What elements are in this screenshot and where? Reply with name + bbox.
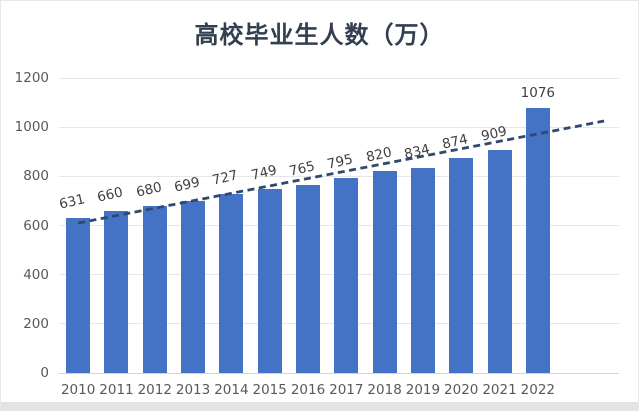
gridline-0 xyxy=(59,372,619,374)
bar-2019 xyxy=(410,167,435,373)
chart-title: 高校毕业生人数（万） xyxy=(194,21,445,49)
bar-2015 xyxy=(257,188,282,373)
bar-2022 xyxy=(525,108,550,373)
x-axis-tick-2016: 2016 xyxy=(290,382,326,398)
y-axis-tick-200: 200 xyxy=(23,315,49,332)
bar-2016 xyxy=(296,184,320,373)
y-axis-tick-400: 400 xyxy=(23,266,49,283)
bar-2013 xyxy=(181,201,206,373)
bar-2021 xyxy=(487,149,512,373)
x-axis-tick-2022: 2022 xyxy=(520,382,556,398)
x-axis-tick-2014: 2014 xyxy=(214,382,249,398)
y-axis-tick-0: 0 xyxy=(40,365,49,381)
x-axis-tick-2010: 2010 xyxy=(60,382,96,398)
x-axis-tick-2011: 2011 xyxy=(99,382,134,398)
bar-2014 xyxy=(219,194,244,373)
y-axis-tick-1200: 1200 xyxy=(14,70,49,86)
x-axis-tick-2017: 2017 xyxy=(329,382,364,398)
x-axis-tick-2019: 2019 xyxy=(405,382,441,398)
x-axis-tick-2021: 2021 xyxy=(482,382,517,398)
gridline-800 xyxy=(59,175,619,177)
x-axis-tick-2015: 2015 xyxy=(252,382,287,398)
y-axis-tick-800: 800 xyxy=(23,168,49,185)
y-axis-tick-600: 600 xyxy=(23,217,49,234)
bottom-strip xyxy=(1,402,638,410)
gridline-1000 xyxy=(59,126,619,128)
x-axis-tick-2020: 2020 xyxy=(444,382,479,398)
gridline-1200 xyxy=(59,77,619,79)
bar-2010 xyxy=(66,217,91,373)
value-label-2022: 1076 xyxy=(520,85,556,102)
bar-2020 xyxy=(449,158,474,373)
x-axis-tick-2013: 2013 xyxy=(175,382,211,398)
bar-2017 xyxy=(334,177,359,373)
x-axis-tick-2012: 2012 xyxy=(137,382,172,398)
y-axis-tick-1000: 1000 xyxy=(14,119,49,136)
bar-2011 xyxy=(104,210,129,373)
x-axis-tick-2018: 2018 xyxy=(367,382,402,398)
bar-2012 xyxy=(142,205,167,373)
bar-2018 xyxy=(372,171,397,373)
